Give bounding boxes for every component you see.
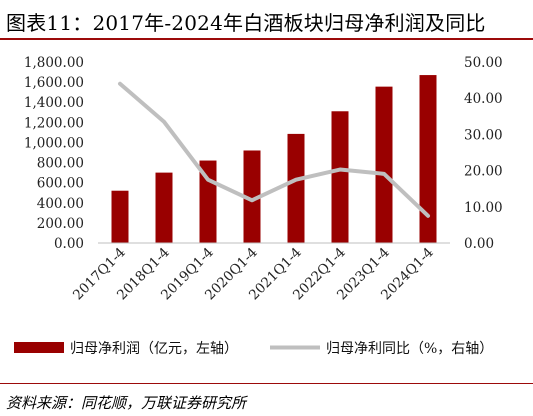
left-axis-tick-label: 1,800.00 <box>24 55 84 71</box>
legend: 归母净利润（亿元，左轴） 归母净利同比（%，右轴） <box>14 340 493 357</box>
right-axis-tick-label: 10.00 <box>464 200 503 216</box>
right-axis-tick-label: 30.00 <box>464 127 503 143</box>
source-note: 资料来源：同花顺，万联证券研究所 <box>6 394 247 412</box>
bar <box>243 150 261 243</box>
line-series <box>118 81 430 218</box>
x-axis-ticks: 2017Q1-42018Q1-42019Q1-42020Q1-42021Q1-4… <box>70 245 437 304</box>
chart: 0.00 200.00 400.00 600.00 800.00 1,000.00 1,20… <box>14 55 503 357</box>
left-axis-tick-label: 600.00 <box>37 176 84 192</box>
bar <box>287 133 305 243</box>
left-axis-tick-label: 0.00 <box>54 236 84 252</box>
right-axis-tick-label: 20.00 <box>464 164 503 180</box>
right-axis-tick-label: 0.00 <box>464 236 494 252</box>
source-divider <box>0 383 533 384</box>
bar <box>375 86 393 243</box>
left-axis-tick-label: 1,000.00 <box>24 135 84 151</box>
title-bar: 图表11：2017年-2024年白酒板块归母净利润及同比 <box>0 0 533 40</box>
left-axis-tick-label: 1,400.00 <box>24 95 84 111</box>
title-divider <box>0 38 533 40</box>
legend-line-label: 归母净利同比（%，右轴） <box>326 340 493 357</box>
left-axis-tick-label: 1,600.00 <box>24 75 84 91</box>
left-axis-tick-label: 400.00 <box>37 196 84 212</box>
left-axis-tick-label: 200.00 <box>37 216 84 232</box>
bar <box>331 111 349 244</box>
bar <box>155 172 173 243</box>
left-axis-tick-label: 800.00 <box>37 156 84 172</box>
chart-title: 图表11：2017年-2024年白酒板块归母净利润及同比 <box>6 11 486 35</box>
legend-bar-label: 归母净利润（亿元，左轴） <box>70 340 238 357</box>
bar-series <box>111 75 437 244</box>
bar <box>111 190 129 243</box>
right-axis-ticks: 0.00 10.00 20.00 30.00 40.00 50.00 <box>464 55 503 252</box>
left-axis-tick-label: 1,200.00 <box>24 115 84 131</box>
right-axis-tick-label: 40.00 <box>464 91 503 107</box>
right-axis-tick-label: 50.00 <box>464 55 503 71</box>
left-axis-ticks: 0.00 200.00 400.00 600.00 800.00 1,000.00 1,20… <box>24 55 84 252</box>
line-path <box>118 81 430 218</box>
legend-bar-swatch <box>14 342 64 353</box>
bar <box>419 75 437 243</box>
